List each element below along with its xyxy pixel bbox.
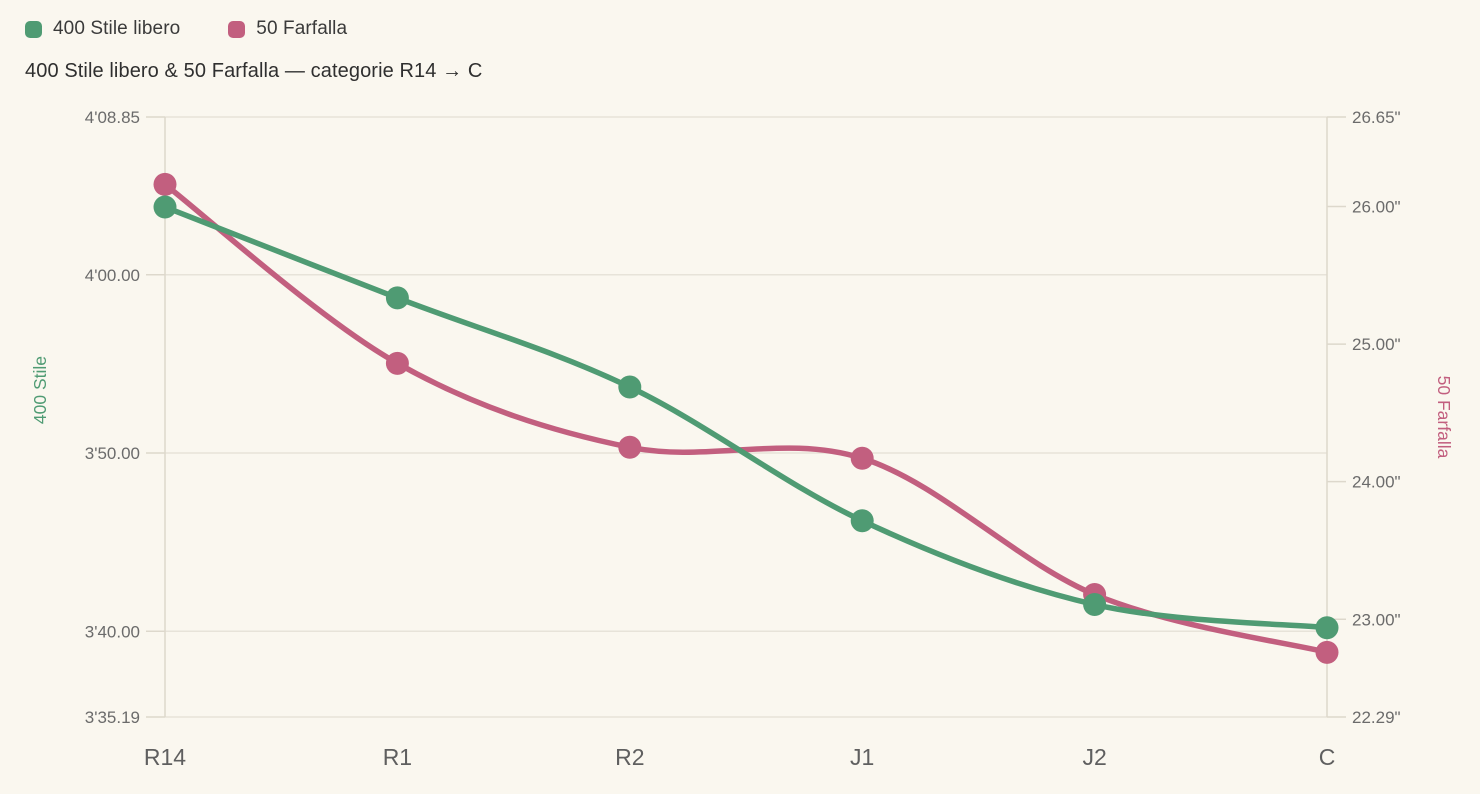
series-line-400-stile-libero (162, 204, 1330, 631)
right-axis-tick-label: 26.00" (1352, 197, 1401, 216)
x-axis-label-r1: R1 (383, 744, 412, 770)
data-point-50-farfalla[interactable] (618, 435, 642, 459)
data-point-50-farfalla[interactable] (850, 446, 874, 470)
right-axis-tick-label: 22.29" (1352, 708, 1401, 727)
data-point-50-farfalla[interactable] (153, 172, 177, 196)
data-point-50-farfalla[interactable] (1315, 640, 1339, 664)
left-axis-tick-label: 4'00.00 (85, 266, 140, 285)
x-axis-label-j2: J2 (1082, 744, 1106, 770)
data-point-400-stile-libero[interactable] (1315, 616, 1339, 640)
right-axis-title: 50 Farfalla (1434, 376, 1454, 459)
right-axis-tick-label: 25.00" (1352, 335, 1401, 354)
data-point-400-stile-libero[interactable] (1083, 593, 1107, 617)
data-point-400-stile-libero[interactable] (153, 195, 177, 219)
x-axis-label-c: C (1319, 744, 1336, 770)
data-point-50-farfalla[interactable] (385, 351, 409, 375)
series-line-50-farfalla (162, 181, 1330, 656)
legend-swatch-400-stile-libero-icon (25, 20, 42, 38)
x-axis-label-j1: J1 (850, 744, 874, 770)
legend-item-50-farfalla[interactable]: 50 Farfalla (228, 18, 347, 40)
right-axis-tick-label: 26.65" (1352, 108, 1401, 127)
legend-label-50-farfalla: 50 Farfalla (256, 18, 348, 39)
x-axis-label-r14: R14 (144, 744, 186, 770)
legend-label-400-stile-libero: 400 Stile libero (53, 18, 181, 39)
left-axis-tick-label: 4'08.85 (85, 108, 140, 127)
data-point-400-stile-libero[interactable] (850, 509, 874, 533)
left-axis-tick-label: 3'50.00 (85, 444, 140, 463)
legend-swatch-50-farfalla-icon (228, 20, 246, 38)
legend-item-400-stile-libero[interactable]: 400 Stile libero (25, 18, 180, 40)
data-point-400-stile-libero[interactable] (618, 375, 642, 399)
chart-title: 400 Stile libero & 50 Farfalla — categor… (25, 60, 483, 82)
right-axis-tick-label: 24.00" (1352, 473, 1401, 492)
left-axis-tick-label: 3'40.00 (85, 622, 140, 641)
right-axis-tick-label: 23.00" (1352, 610, 1401, 629)
left-axis-tick-label: 3'35.19 (85, 708, 140, 727)
x-axis-label-r2: R2 (615, 744, 644, 770)
data-point-400-stile-libero[interactable] (385, 286, 409, 310)
chart-legend: 400 Stile libero 50 Farfalla (25, 18, 347, 40)
left-axis-title: 400 Stile (30, 356, 50, 424)
